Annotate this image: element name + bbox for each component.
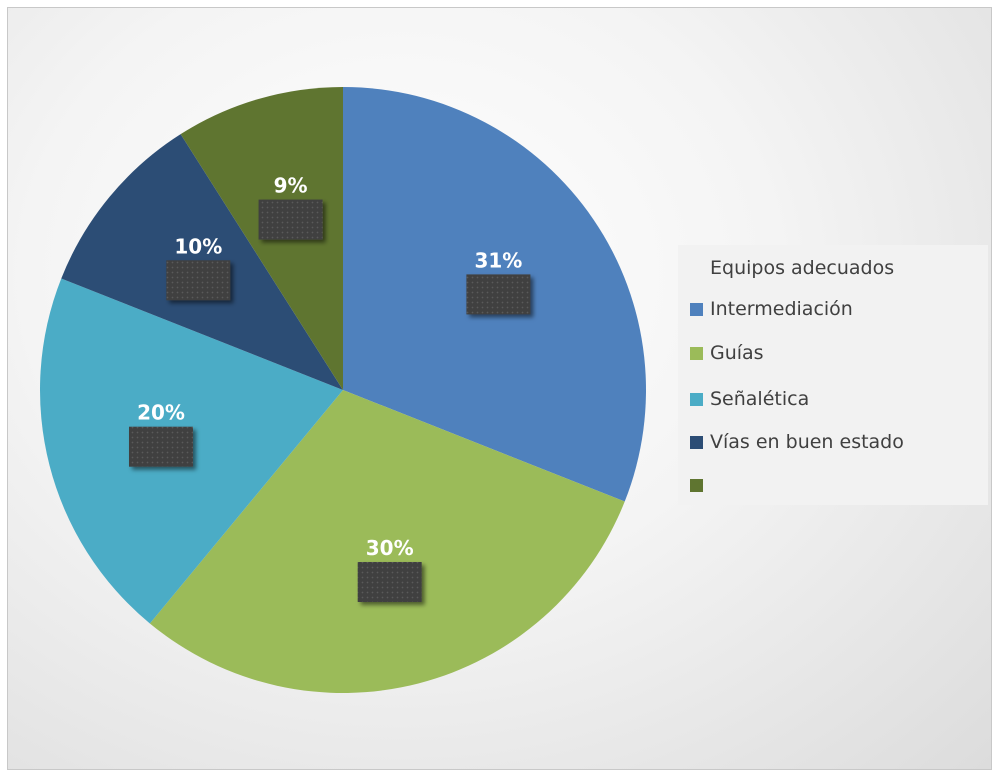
legend-label-2: Guías — [710, 342, 764, 364]
legend-label-4: Vías en buen estado — [710, 431, 904, 453]
data-label-box-1 — [466, 274, 531, 315]
data-label-1: 31% — [474, 248, 522, 272]
legend-swatch-2 — [690, 347, 703, 360]
legend-label-3: Señalética — [710, 388, 810, 410]
legend-swatch-1 — [690, 303, 703, 316]
data-label-box-5 — [258, 199, 323, 240]
legend-swatch-3 — [690, 393, 703, 406]
legend — [678, 245, 988, 505]
data-label-box-3 — [129, 426, 193, 467]
data-label-2: 30% — [366, 536, 414, 560]
data-label-5: 9% — [274, 174, 308, 198]
data-label-3: 20% — [137, 401, 185, 425]
pie-slice-2 — [149, 390, 625, 694]
legend-label-1: Intermediación — [710, 298, 853, 320]
data-label-4: 10% — [174, 234, 222, 258]
legend-swatch-5 — [690, 479, 703, 492]
data-label-box-4 — [166, 260, 231, 301]
data-label-box-2 — [357, 562, 422, 602]
legend-swatch-4 — [690, 436, 703, 449]
legend-title: Equipos adecuados — [710, 257, 895, 279]
